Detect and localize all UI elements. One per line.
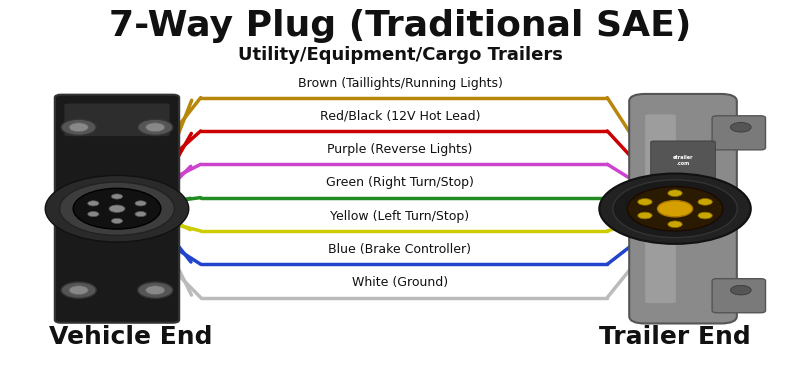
Circle shape [138, 282, 173, 298]
Circle shape [109, 205, 125, 212]
FancyBboxPatch shape [55, 95, 179, 323]
Circle shape [135, 211, 146, 217]
Circle shape [135, 201, 146, 206]
Circle shape [88, 201, 99, 206]
Circle shape [627, 186, 723, 231]
Text: Utility/Equipment/Cargo Trailers: Utility/Equipment/Cargo Trailers [238, 46, 562, 64]
Circle shape [658, 201, 693, 217]
Circle shape [61, 282, 96, 298]
FancyBboxPatch shape [650, 141, 715, 180]
Circle shape [59, 182, 174, 235]
Text: Yellow (Left Turn/Stop): Yellow (Left Turn/Stop) [330, 210, 470, 223]
Circle shape [638, 198, 652, 205]
Circle shape [111, 194, 122, 199]
Text: 7-Way Plug (Traditional SAE): 7-Way Plug (Traditional SAE) [109, 9, 691, 43]
FancyBboxPatch shape [712, 279, 766, 313]
Circle shape [613, 180, 738, 238]
Text: Blue (Brake Controller): Blue (Brake Controller) [329, 243, 471, 256]
Text: Trailer End: Trailer End [599, 325, 750, 350]
Circle shape [730, 122, 751, 132]
FancyBboxPatch shape [630, 94, 737, 323]
Circle shape [638, 212, 652, 219]
Circle shape [668, 221, 682, 228]
Circle shape [146, 286, 165, 295]
Circle shape [138, 119, 173, 135]
Circle shape [698, 212, 712, 219]
Circle shape [46, 175, 189, 242]
Circle shape [111, 218, 122, 223]
Text: etrailer
.com: etrailer .com [673, 155, 694, 166]
Circle shape [73, 188, 161, 229]
Circle shape [61, 119, 96, 135]
Text: Green (Right Turn/Stop): Green (Right Turn/Stop) [326, 176, 474, 189]
Circle shape [668, 190, 682, 197]
Text: Purple (Reverse Lights): Purple (Reverse Lights) [327, 143, 473, 156]
Circle shape [88, 211, 99, 217]
Text: Vehicle End: Vehicle End [50, 325, 213, 350]
Circle shape [698, 198, 712, 205]
FancyBboxPatch shape [712, 116, 766, 150]
Text: White (Ground): White (Ground) [352, 276, 448, 289]
FancyBboxPatch shape [64, 104, 170, 136]
Text: Brown (Taillights/Running Lights): Brown (Taillights/Running Lights) [298, 76, 502, 90]
Circle shape [69, 123, 88, 132]
FancyBboxPatch shape [645, 114, 676, 303]
Circle shape [69, 286, 88, 295]
Circle shape [599, 173, 750, 244]
Text: Red/Black (12V Hot Lead): Red/Black (12V Hot Lead) [320, 110, 480, 123]
Circle shape [730, 285, 751, 295]
Circle shape [146, 123, 165, 132]
